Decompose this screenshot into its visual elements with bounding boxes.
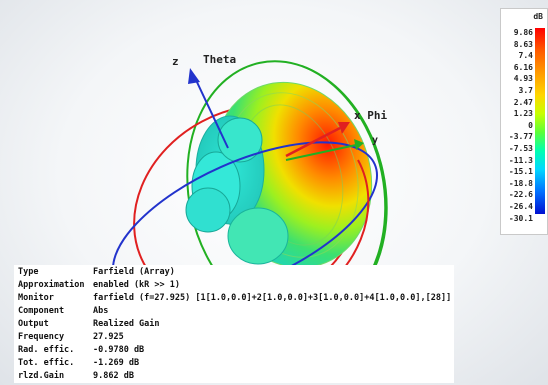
y-axis-arrow xyxy=(354,139,364,150)
info-value: -1.269 dB xyxy=(93,358,140,368)
legend-tick: 3.7 xyxy=(518,86,533,95)
info-row: rlzd.Gain 9.862 dB xyxy=(14,370,454,383)
info-value: enabled (kR >> 1) xyxy=(93,280,180,290)
info-value: 9.862 dB xyxy=(93,371,134,381)
theta-axis-label: Theta xyxy=(203,53,237,66)
info-row: Rad. effic. -0.9780 dB xyxy=(14,344,454,357)
color-bar xyxy=(535,28,545,214)
info-row: Tot. effic. -1.269 dB xyxy=(14,357,454,370)
z-axis-line xyxy=(195,79,229,149)
legend-tick: -3.77 xyxy=(508,132,533,142)
legend-tick: -11.3 xyxy=(508,155,533,165)
info-key: Output xyxy=(18,319,49,329)
info-value: Abs xyxy=(93,306,109,316)
legend-unit: dB xyxy=(533,12,543,21)
y-axis-line xyxy=(285,144,357,161)
info-value: -0.9780 dB xyxy=(93,345,145,355)
info-key: Monitor xyxy=(18,293,54,303)
legend-tick: -15.1 xyxy=(508,167,533,177)
legend-tick: -7.53 xyxy=(508,144,533,153)
phi-axis-line xyxy=(285,126,341,158)
info-key: rlzd.Gain xyxy=(18,371,65,381)
info-key: Component xyxy=(18,306,65,316)
legend-tick: -18.8 xyxy=(508,178,533,188)
info-row: Component Abs xyxy=(14,305,454,318)
z-axis-arrow xyxy=(188,68,200,84)
info-row: Frequency 27.925 xyxy=(14,331,454,344)
color-scale-legend: dB 9.86 8.63 7.4 6.16 4.93 3.7 2.47 1.23 0 -3.77 -… xyxy=(500,8,548,235)
phi-axis-label: x Phi xyxy=(354,109,388,122)
info-key: Approximation xyxy=(18,280,85,290)
farfield-info-panel: Type Farfield (Array) Approximation enabled… xyxy=(14,265,454,383)
y-axis-label: y xyxy=(372,135,379,146)
info-value: farfield (f=27.925) [1[1.0,0.0]+2[1.0,0.… xyxy=(93,293,452,303)
info-row: Approximation enabled (kR >> 1) xyxy=(14,279,454,292)
info-key: Rad. effic. xyxy=(18,345,75,355)
legend-tick: 4.93 xyxy=(513,74,533,84)
legend-tick: 7.4 xyxy=(518,51,533,61)
info-value: Farfield (Array) xyxy=(93,267,175,277)
info-key: Frequency xyxy=(18,332,65,342)
legend-tick: 2.47 xyxy=(513,97,533,107)
legend-tick: 6.16 xyxy=(513,62,533,72)
legend-tick: -30.1 xyxy=(508,213,533,223)
info-row: Monitor farfield (f=27.925) [1[1.0,0.0]+2… xyxy=(14,292,454,305)
info-row: Output Realized Gain xyxy=(14,318,454,331)
legend-tick: 9.86 xyxy=(513,28,533,37)
info-row: Type Farfield (Array) xyxy=(14,266,454,279)
legend-tick: 1.23 xyxy=(513,109,533,119)
z-axis-label: z xyxy=(172,55,179,68)
info-value: Realized Gain xyxy=(93,319,160,329)
legend-tick: 0 xyxy=(528,120,533,130)
info-value: 27.925 xyxy=(93,332,124,342)
phi-axis-arrow xyxy=(338,122,350,134)
legend-tick: -22.6 xyxy=(508,190,533,200)
info-key: Type xyxy=(18,267,39,277)
legend-tick: -26.4 xyxy=(508,202,533,211)
info-key: Tot. effic. xyxy=(18,358,75,368)
legend-tick: 8.63 xyxy=(513,39,533,49)
